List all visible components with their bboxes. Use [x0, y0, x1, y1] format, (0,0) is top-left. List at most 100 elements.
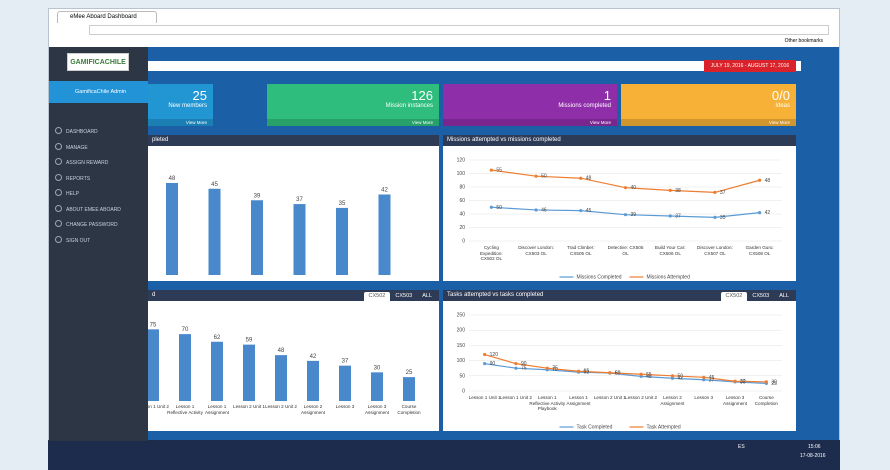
x-tick-label: Lesson 3 Assignment — [364, 404, 389, 415]
tab[interactable]: CX503 — [752, 293, 770, 299]
series-line — [484, 363, 767, 384]
y-tick-label: 150 — [457, 343, 466, 349]
view-more[interactable]: View More — [443, 119, 617, 126]
data-label: 40 — [631, 185, 637, 191]
data-label: 45 — [709, 375, 715, 381]
menu-item[interactable]: DASHBOARD — [55, 127, 98, 136]
bar — [403, 377, 415, 401]
y-tick-label: 120 — [457, 158, 466, 164]
data-label: 37 — [709, 377, 715, 383]
point — [483, 352, 487, 357]
address-bar[interactable] — [89, 25, 829, 35]
data-label: 30 — [740, 379, 746, 385]
menu-item[interactable]: HELP — [55, 189, 79, 198]
menu-item[interactable]: SIGN OUT — [55, 236, 90, 245]
data-label: 90 — [490, 361, 496, 367]
x-tick-label: Course Completion — [754, 395, 778, 406]
chart-title: Tasks attempted vs tasks completed — [443, 290, 796, 301]
x-tick-label: Garden Guru: CX508 OL — [745, 245, 774, 256]
data-label: 90 — [521, 361, 527, 367]
user: GamificaChile Admin — [49, 81, 148, 103]
data-label: 30 — [771, 379, 777, 385]
clock-date: 17-08-2016 — [800, 453, 826, 459]
chart-area: 75 70 62 59 48 42 37 30 25 — [148, 322, 415, 401]
view-more[interactable]: View More — [621, 119, 796, 126]
data-label: 42 — [381, 188, 388, 194]
y-tick-label: 80 — [459, 185, 465, 191]
point — [514, 362, 518, 366]
menu-item[interactable]: CHANGE PASSWORD — [55, 220, 118, 229]
view-more[interactable]: View More — [99, 119, 213, 126]
data-label: 39 — [254, 193, 261, 199]
language: ES — [738, 444, 745, 450]
chart-tabs: CX502 CX503 ALL — [363, 292, 437, 301]
sidebar: GAMIFICACHILE GamificaChile Admin DASHBO… — [49, 47, 148, 441]
chart-panel: Tasks attempted vs tasks completed CX502 C… — [443, 290, 796, 431]
chart-panel: Missions attempted vs missions completed… — [443, 135, 796, 281]
bookmarks[interactable]: Other bookmarks — [784, 38, 823, 44]
tab[interactable]: ALL — [422, 293, 432, 299]
point — [623, 213, 628, 217]
x-tick-label: Lesson 1 Unit 2 — [148, 404, 169, 409]
y-tick-label: 100 — [457, 358, 466, 364]
point — [733, 379, 737, 383]
x-tick-label: Lesson 1 Unit 1 — [468, 395, 501, 400]
data-label: 75 — [552, 366, 558, 372]
tab[interactable]: ALL — [779, 293, 789, 299]
data-label: 62 — [214, 335, 221, 341]
point — [758, 211, 762, 215]
browser-tab[interactable]: eMee Aboard Dashboard — [57, 11, 157, 23]
data-label: 50 — [677, 373, 683, 379]
bar — [378, 194, 391, 275]
data-label: 48 — [278, 348, 285, 354]
data-label: 42 — [677, 376, 683, 382]
y-tick-label: 60 — [459, 198, 465, 204]
tab[interactable]: CX503 — [395, 293, 413, 299]
data-label: 46 — [541, 207, 547, 213]
menu-item[interactable]: MANAGE — [55, 143, 88, 152]
bar — [179, 334, 191, 401]
chart-area: 48 45 39 37 35 42 — [166, 176, 391, 275]
bar — [251, 200, 263, 275]
menu-item[interactable]: ASSIGN REWARD — [55, 158, 108, 167]
point — [483, 362, 487, 366]
bar — [208, 188, 221, 275]
data-label: 55 — [496, 168, 502, 174]
legend-label: Task Attempted — [647, 425, 681, 431]
point — [489, 168, 493, 172]
stat-card: 0/0 Ideas View More — [621, 84, 796, 126]
point — [489, 205, 493, 209]
y-tick-label: 0 — [462, 389, 465, 395]
tab[interactable]: CX502 — [363, 292, 391, 301]
x-tick-label: Discover London: CX503 OL — [518, 245, 554, 256]
data-label: 37 — [342, 359, 349, 365]
tab[interactable]: CX502 — [720, 292, 748, 301]
y-tick-label: 40 — [459, 212, 465, 218]
data-label: 60 — [615, 370, 621, 376]
point — [670, 376, 675, 380]
x-tick-label: Lesson 2 Assignment — [660, 395, 685, 406]
x-tick-label: Lesson 2 Unit 1 — [593, 395, 626, 400]
x-tick-label: Lesson 1 Unit 2 — [499, 395, 532, 400]
point — [713, 215, 717, 219]
clock-time: 15:06 — [808, 444, 821, 450]
series-line — [484, 353, 767, 383]
bar — [293, 204, 306, 275]
view-more[interactable]: View More — [267, 119, 439, 126]
menu-item[interactable]: ABOUT EMEE ABOARD — [55, 205, 121, 214]
x-tick-label: Detective: CX505 OL — [607, 245, 644, 256]
point — [534, 208, 538, 212]
point — [576, 369, 581, 373]
x-tick-label: Lesson 2 Unit 1 — [233, 404, 265, 409]
data-label: 35 — [339, 201, 346, 207]
chart-tabs: CX502 CX503 ALL — [720, 292, 794, 301]
menu-item[interactable]: REPORTS — [55, 174, 90, 183]
data-label: 50 — [541, 174, 547, 180]
data-label: 32 — [740, 379, 746, 385]
bar — [307, 360, 319, 401]
date-range[interactable]: JULY 19, 2016 - AUGUST 17, 2016 — [704, 60, 796, 72]
chart-title: pleted — [148, 135, 439, 146]
data-label: 39 — [631, 212, 637, 218]
